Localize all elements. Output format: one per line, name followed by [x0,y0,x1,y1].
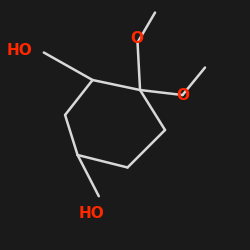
Text: O: O [130,31,143,46]
Text: HO: HO [7,42,32,58]
Text: O: O [176,88,189,102]
Text: HO: HO [78,206,104,221]
